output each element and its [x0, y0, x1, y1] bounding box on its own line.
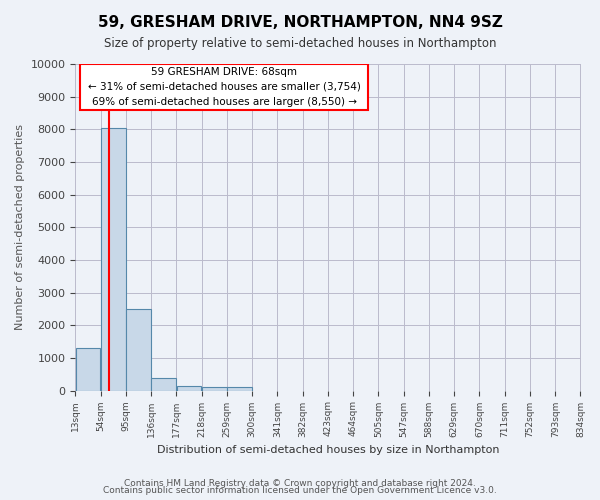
Bar [151, 378, 176, 390]
Bar [126, 309, 151, 390]
Text: 59 GRESHAM DRIVE: 68sqm: 59 GRESHAM DRIVE: 68sqm [151, 67, 298, 77]
Bar [76, 348, 100, 391]
Text: 59, GRESHAM DRIVE, NORTHAMPTON, NN4 9SZ: 59, GRESHAM DRIVE, NORTHAMPTON, NN4 9SZ [98, 15, 502, 30]
Text: Contains HM Land Registry data © Crown copyright and database right 2024.: Contains HM Land Registry data © Crown c… [124, 478, 476, 488]
Y-axis label: Number of semi-detached properties: Number of semi-detached properties [15, 124, 25, 330]
Text: 69% of semi-detached houses are larger (8,550) →: 69% of semi-detached houses are larger (… [92, 96, 357, 106]
FancyBboxPatch shape [80, 64, 368, 110]
Bar [176, 386, 202, 390]
Text: ← 31% of semi-detached houses are smaller (3,754): ← 31% of semi-detached houses are smalle… [88, 82, 361, 92]
Bar [202, 387, 227, 390]
Text: Contains public sector information licensed under the Open Government Licence v3: Contains public sector information licen… [103, 486, 497, 495]
Bar [227, 388, 252, 390]
Text: Size of property relative to semi-detached houses in Northampton: Size of property relative to semi-detach… [104, 38, 496, 51]
Bar [101, 128, 125, 390]
X-axis label: Distribution of semi-detached houses by size in Northampton: Distribution of semi-detached houses by … [157, 445, 499, 455]
